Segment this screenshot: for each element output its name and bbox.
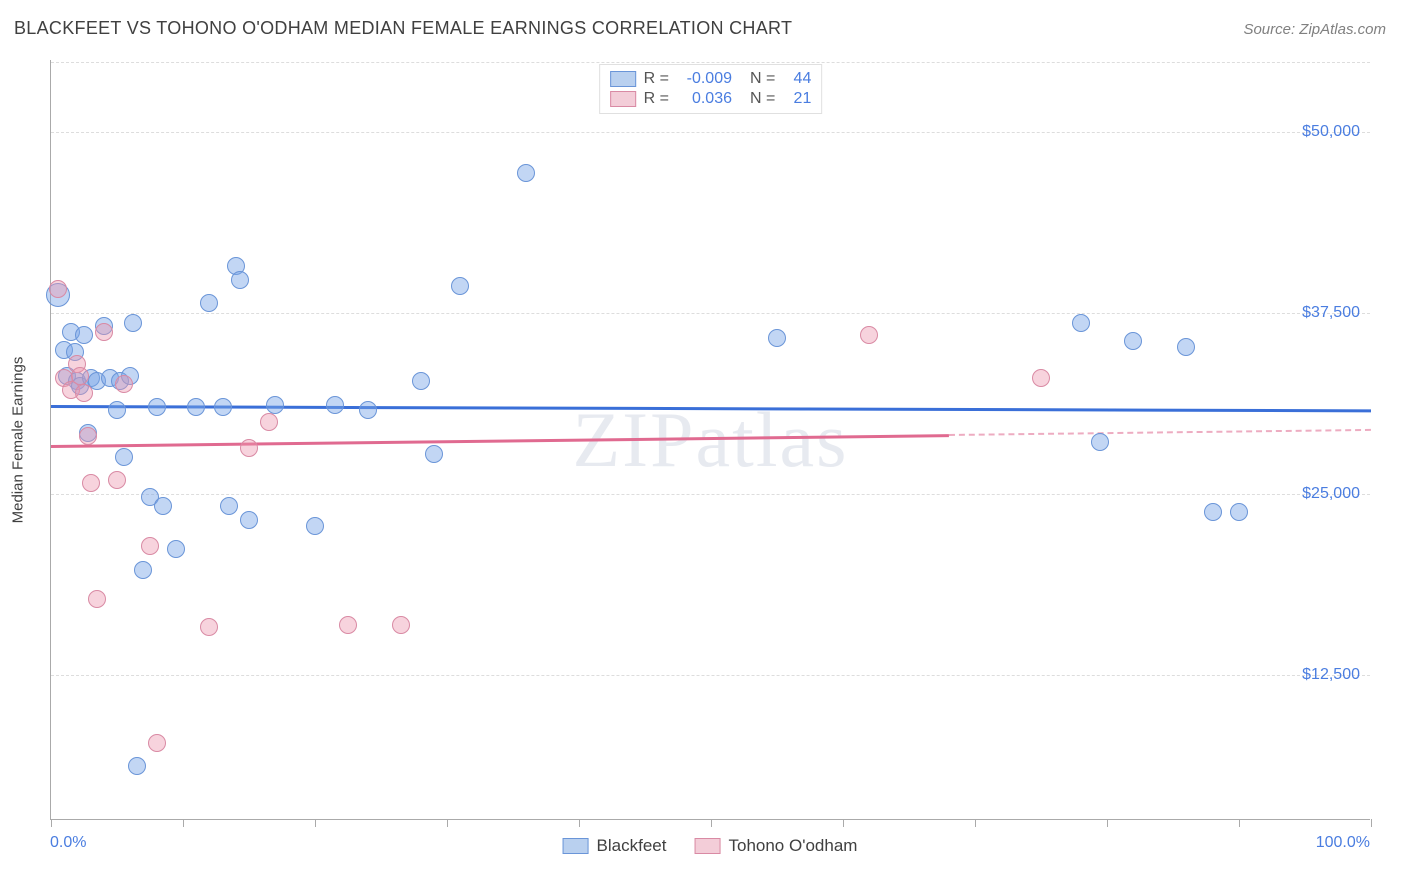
y-axis-title: Median Female Earnings bbox=[10, 357, 27, 524]
data-point bbox=[115, 448, 133, 466]
data-point bbox=[1091, 433, 1109, 451]
x-axis-min-label: 0.0% bbox=[50, 834, 86, 852]
series-name: Tohono O'odham bbox=[728, 836, 857, 856]
gridline bbox=[51, 313, 1370, 314]
data-point bbox=[115, 375, 133, 393]
data-point bbox=[79, 427, 97, 445]
legend-r-label: R = bbox=[644, 90, 669, 108]
data-point bbox=[154, 497, 172, 515]
legend-swatch bbox=[563, 838, 589, 854]
legend-swatch bbox=[694, 838, 720, 854]
data-point bbox=[200, 618, 218, 636]
data-point bbox=[141, 537, 159, 555]
data-point bbox=[167, 540, 185, 558]
series-legend: Blackfeet Tohono O'odham bbox=[563, 836, 858, 856]
x-tick bbox=[1371, 819, 1372, 827]
data-point bbox=[187, 398, 205, 416]
plot-area: ZIPatlas R =-0.009N =44R =0.036N =21 $12… bbox=[50, 60, 1370, 820]
series-name: Blackfeet bbox=[597, 836, 667, 856]
data-point bbox=[1072, 314, 1090, 332]
x-tick bbox=[843, 819, 844, 827]
x-tick bbox=[51, 819, 52, 827]
legend-row: R = -0.009 N = 44 bbox=[610, 69, 812, 89]
data-point bbox=[71, 367, 89, 385]
trend-line-blackfeet bbox=[51, 405, 1371, 412]
x-tick bbox=[1239, 819, 1240, 827]
data-point bbox=[517, 164, 535, 182]
legend-n-value: 21 bbox=[783, 90, 811, 108]
data-point bbox=[95, 323, 113, 341]
x-tick bbox=[711, 819, 712, 827]
data-point bbox=[128, 757, 146, 775]
x-tick bbox=[579, 819, 580, 827]
legend-row: R = 0.036 N = 21 bbox=[610, 89, 812, 109]
data-point bbox=[326, 396, 344, 414]
gridline bbox=[51, 494, 1370, 495]
legend-n-label: N = bbox=[750, 90, 775, 108]
data-point bbox=[359, 401, 377, 419]
gridline bbox=[51, 675, 1370, 676]
legend-n-value: 44 bbox=[783, 70, 811, 88]
chart-container: Median Female Earnings ZIPatlas R =-0.00… bbox=[50, 60, 1370, 820]
x-tick bbox=[1107, 819, 1108, 827]
data-point bbox=[1177, 338, 1195, 356]
data-point bbox=[108, 471, 126, 489]
correlation-legend: R = -0.009 N = 44 R = 0.036 N = 21 bbox=[599, 64, 823, 114]
data-point bbox=[49, 280, 67, 298]
data-point bbox=[339, 616, 357, 634]
data-point bbox=[124, 314, 142, 332]
data-point bbox=[451, 277, 469, 295]
x-tick bbox=[183, 819, 184, 827]
data-point bbox=[200, 294, 218, 312]
data-point bbox=[1124, 332, 1142, 350]
y-tick-label: $12,500 bbox=[1302, 666, 1360, 684]
data-point bbox=[412, 372, 430, 390]
legend-r-value: -0.009 bbox=[677, 70, 732, 88]
trend-line-tohono-o-odham bbox=[51, 434, 949, 447]
x-tick bbox=[975, 819, 976, 827]
y-tick-label: $50,000 bbox=[1302, 123, 1360, 141]
x-tick bbox=[447, 819, 448, 827]
data-point bbox=[148, 734, 166, 752]
data-point bbox=[306, 517, 324, 535]
data-point bbox=[220, 497, 238, 515]
data-point bbox=[768, 329, 786, 347]
data-point bbox=[860, 326, 878, 344]
legend-swatch bbox=[610, 91, 636, 107]
data-point bbox=[240, 439, 258, 457]
data-point bbox=[148, 398, 166, 416]
series-legend-item: Tohono O'odham bbox=[694, 836, 857, 856]
data-point bbox=[260, 413, 278, 431]
legend-r-label: R = bbox=[644, 70, 669, 88]
data-point bbox=[392, 616, 410, 634]
trend-line-tohono-o-odham bbox=[949, 429, 1371, 436]
data-point bbox=[82, 474, 100, 492]
y-tick-label: $25,000 bbox=[1302, 485, 1360, 503]
x-tick bbox=[315, 819, 316, 827]
x-axis-max-label: 100.0% bbox=[1316, 834, 1370, 852]
data-point bbox=[1230, 503, 1248, 521]
data-point bbox=[425, 445, 443, 463]
data-point bbox=[134, 561, 152, 579]
data-point bbox=[75, 326, 93, 344]
data-point bbox=[88, 590, 106, 608]
series-legend-item: Blackfeet bbox=[563, 836, 667, 856]
legend-r-value: 0.036 bbox=[677, 90, 732, 108]
source-attribution: Source: ZipAtlas.com bbox=[1243, 21, 1386, 38]
y-tick-label: $37,500 bbox=[1302, 304, 1360, 322]
data-point bbox=[1204, 503, 1222, 521]
data-point bbox=[75, 384, 93, 402]
data-point bbox=[240, 511, 258, 529]
data-point bbox=[1032, 369, 1050, 387]
data-point bbox=[214, 398, 232, 416]
chart-title: BLACKFEET VS TOHONO O'ODHAM MEDIAN FEMAL… bbox=[14, 18, 792, 39]
data-point bbox=[108, 401, 126, 419]
legend-swatch bbox=[610, 71, 636, 87]
data-point bbox=[231, 271, 249, 289]
data-point bbox=[266, 396, 284, 414]
legend-n-label: N = bbox=[750, 70, 775, 88]
gridline bbox=[51, 132, 1370, 133]
